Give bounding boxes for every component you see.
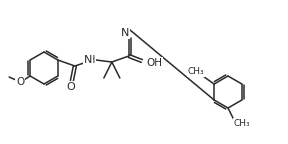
Text: N: N [84,55,92,65]
Text: CH₃: CH₃ [188,68,204,76]
Text: OH: OH [147,58,163,68]
Text: O: O [67,82,75,92]
Text: CH₃: CH₃ [234,119,250,127]
Text: N: N [121,28,129,38]
Text: O: O [16,77,24,87]
Text: H: H [88,55,96,65]
